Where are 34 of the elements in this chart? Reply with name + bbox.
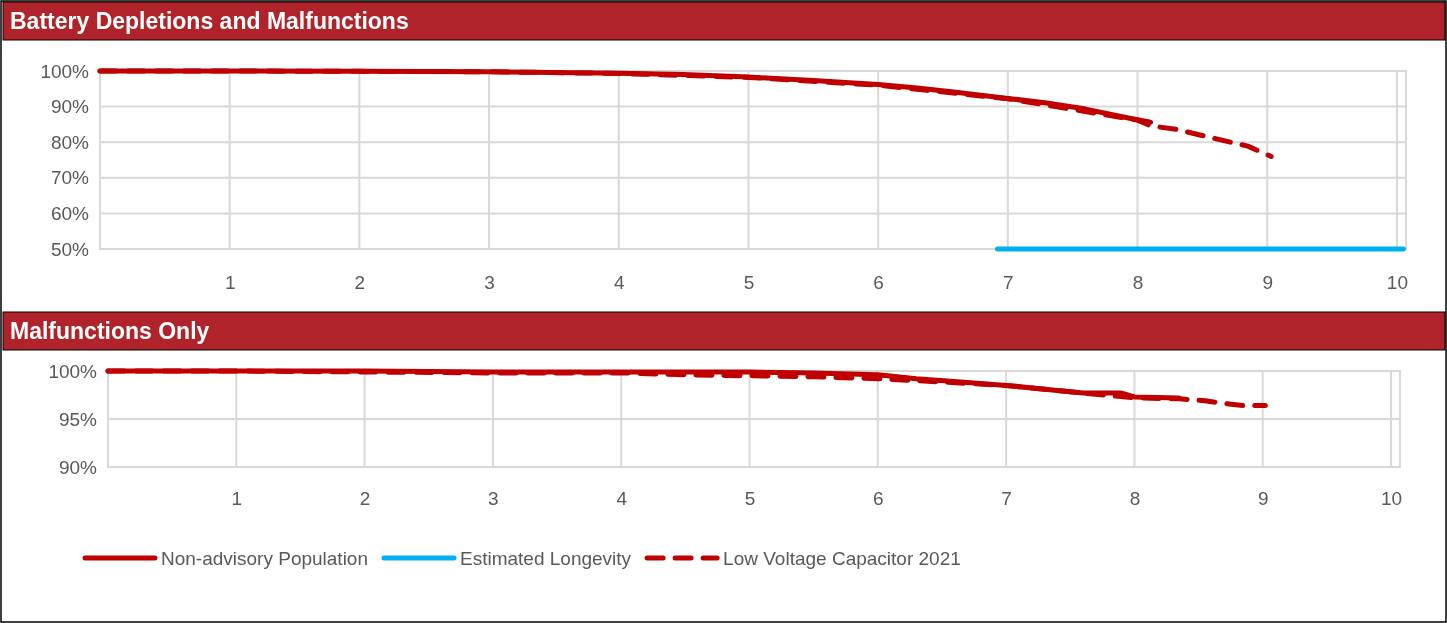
chart-title: Malfunctions Only	[10, 318, 210, 344]
y-tick-label: 100%	[40, 60, 90, 82]
chart-title: Battery Depletions and Malfunctions	[10, 8, 409, 34]
x-tick-label: 7	[1001, 487, 1012, 509]
x-tick-label: 5	[744, 487, 756, 509]
x-tick-label: 2	[354, 271, 366, 293]
y-tick-label: 90%	[50, 96, 90, 118]
x-tick-label: 8	[1129, 487, 1141, 509]
x-tick-label: 4	[616, 487, 628, 509]
y-tick-label: 50%	[50, 238, 90, 260]
x-tick-label: 3	[484, 271, 495, 293]
x-tick-label: 3	[488, 487, 499, 509]
x-tick-label: 7	[1003, 271, 1014, 293]
x-tick-label: 6	[873, 487, 884, 509]
y-tick-label: 80%	[50, 131, 90, 153]
x-tick-label: 4	[613, 271, 625, 293]
x-tick-label: 9	[1257, 487, 1269, 509]
y-tick-label: 90%	[58, 456, 98, 478]
x-tick-label: 5	[743, 271, 755, 293]
x-tick-label: 2	[359, 487, 371, 509]
x-tick-label: 9	[1262, 271, 1274, 293]
legend-label: Non-advisory Population	[161, 548, 369, 569]
x-tick-label: 8	[1132, 271, 1144, 293]
y-tick-label: 95%	[58, 408, 98, 430]
x-tick-label: 6	[873, 271, 884, 293]
x-tick-label: 1	[231, 487, 243, 509]
y-tick-label: 70%	[50, 167, 90, 189]
x-tick-label: 10	[1380, 487, 1403, 509]
legend-label: Estimated Longevity	[460, 548, 632, 569]
x-tick-label: 1	[224, 271, 236, 293]
y-tick-label: 60%	[50, 202, 90, 224]
legend-label: Low Voltage Capacitor 2021	[723, 548, 961, 569]
x-tick-label: 10	[1386, 271, 1408, 293]
y-tick-label: 100%	[48, 360, 98, 382]
